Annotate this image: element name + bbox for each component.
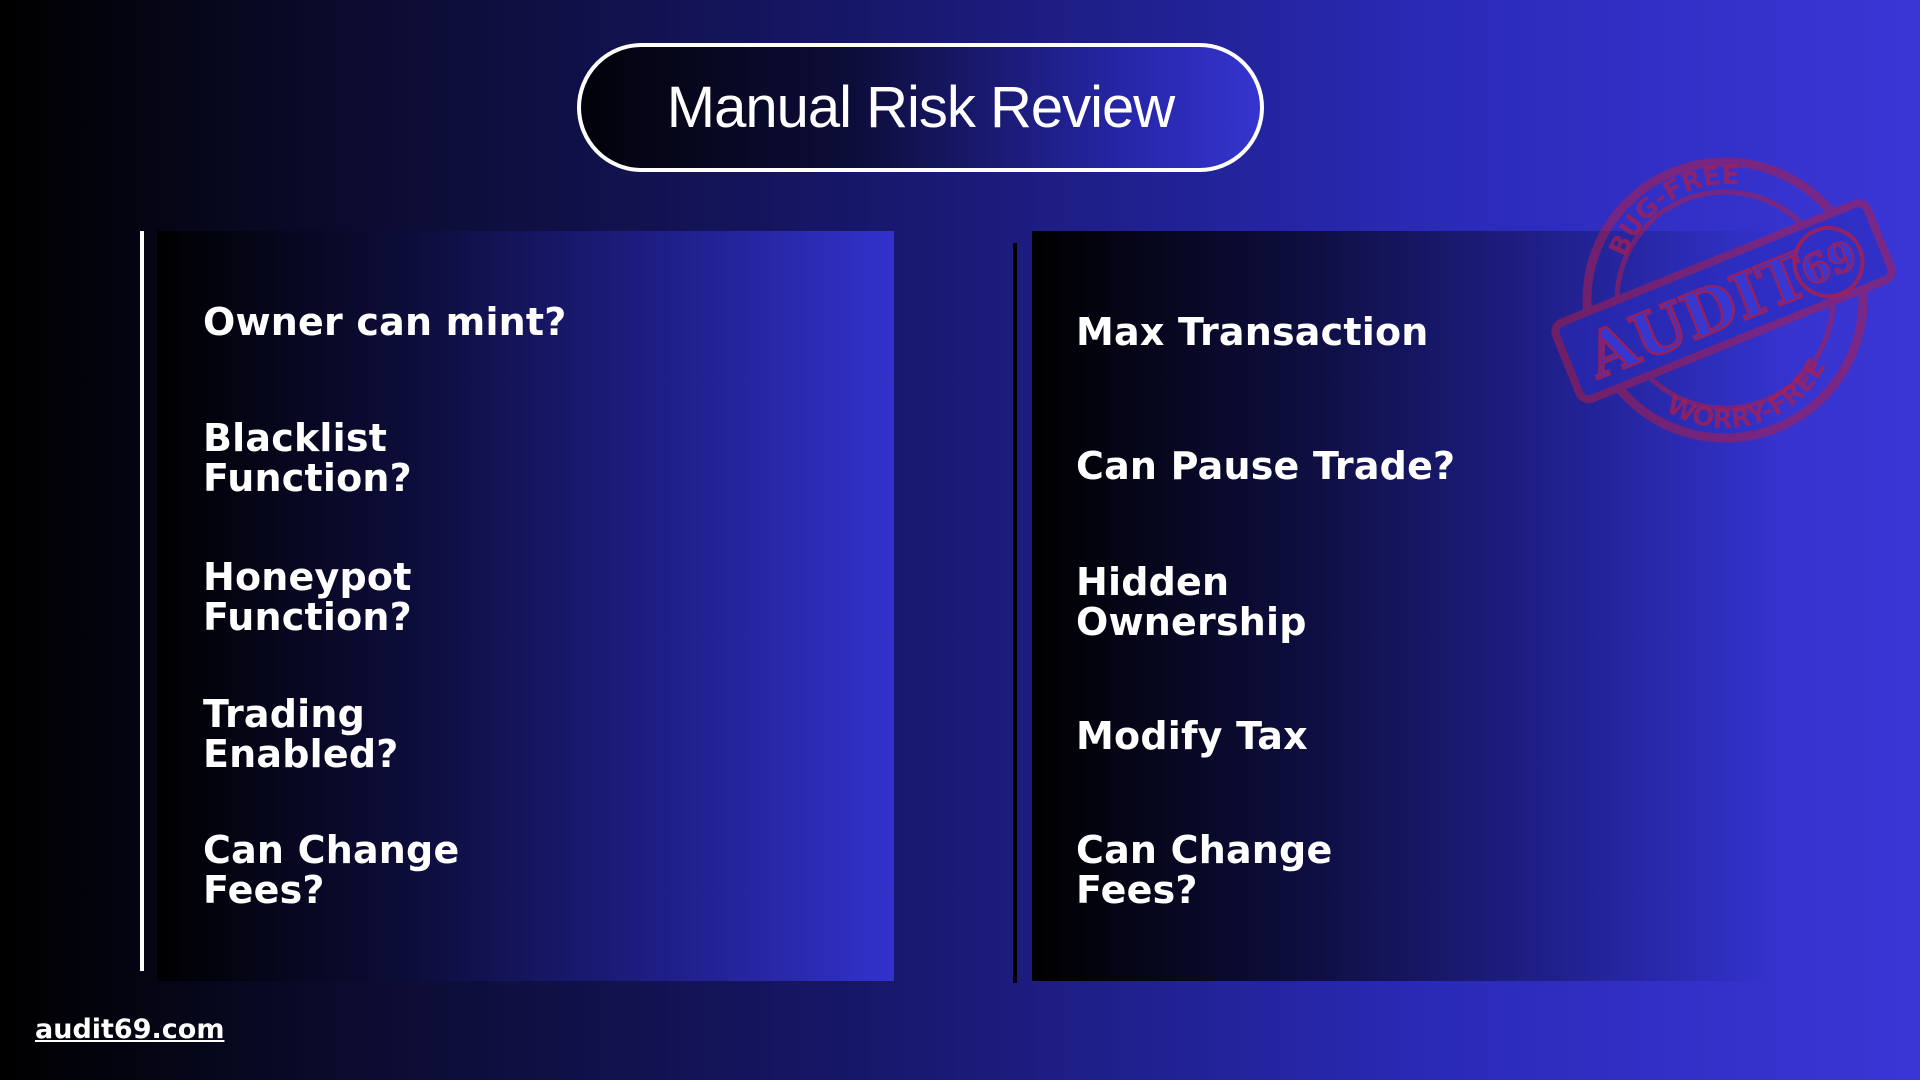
- stamp-banner: [1551, 199, 1896, 404]
- left-item-change-fees: Can Change Fees?: [203, 828, 460, 912]
- stamp-number-ring: [1792, 226, 1865, 299]
- left-item-trading-enabled: Trading Enabled?: [203, 692, 399, 776]
- right-item-change-fees: Can Change Fees?: [1076, 828, 1333, 912]
- right-divider-line: [1013, 243, 1017, 983]
- right-item-max-transaction: Max Transaction: [1076, 310, 1429, 354]
- left-panel: [157, 231, 894, 981]
- left-divider-line: [140, 231, 144, 971]
- stamp-bottom-text: WORRY-FREE: [1662, 354, 1833, 435]
- stamp-outer-ring: [1582, 157, 1868, 443]
- right-item-hidden-ownership: Hidden Ownership: [1076, 560, 1307, 644]
- left-item-blacklist: Blacklist Function?: [203, 416, 412, 500]
- right-item-modify-tax: Modify Tax: [1076, 714, 1308, 758]
- footer-site-link[interactable]: audit69.com: [35, 1014, 225, 1045]
- page-title: Manual Risk Review: [666, 75, 1175, 140]
- left-item-owner-mint: Owner can mint?: [203, 300, 567, 344]
- title-pill: Manual Risk Review: [577, 43, 1264, 172]
- left-item-honeypot: Honeypot Function?: [203, 555, 412, 639]
- right-item-pause-trade: Can Pause Trade?: [1076, 444, 1456, 488]
- audit-stamp-icon: BUG-FREE WORRY-FREE AUDIT 69: [1551, 157, 1896, 443]
- stamp-main-text: AUDIT: [1575, 239, 1818, 394]
